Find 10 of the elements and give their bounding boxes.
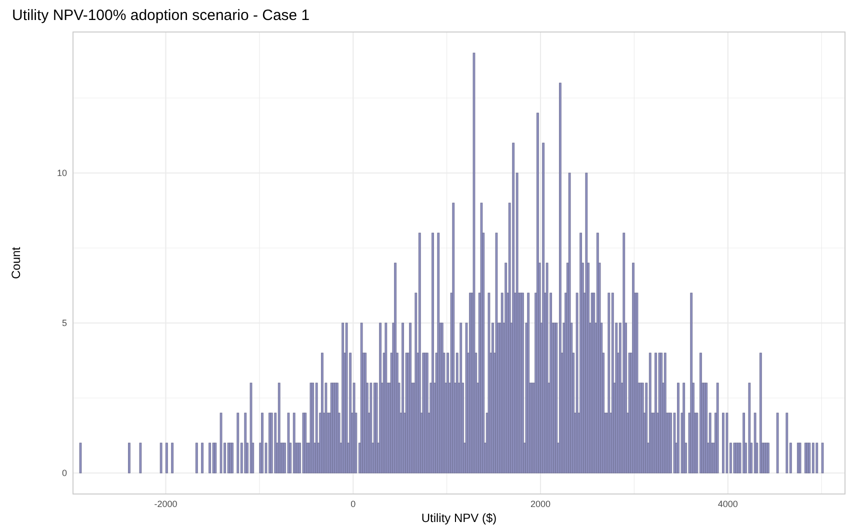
y-tick-label: 10 <box>56 168 67 178</box>
chart-title: Utility NPV-100% adoption scenario - Case 1 <box>12 7 310 24</box>
y-tick-label: 5 <box>62 318 67 328</box>
x-tick-label: 4000 <box>718 499 738 509</box>
x-tick-label: 0 <box>350 499 356 509</box>
x-axis-title: Utility NPV ($) <box>421 511 497 525</box>
y-axis-title: Count <box>9 246 23 280</box>
x-tick-label: -2000 <box>154 499 178 509</box>
x-tick-label: 2000 <box>530 499 551 509</box>
y-tick-label: 0 <box>62 468 67 478</box>
